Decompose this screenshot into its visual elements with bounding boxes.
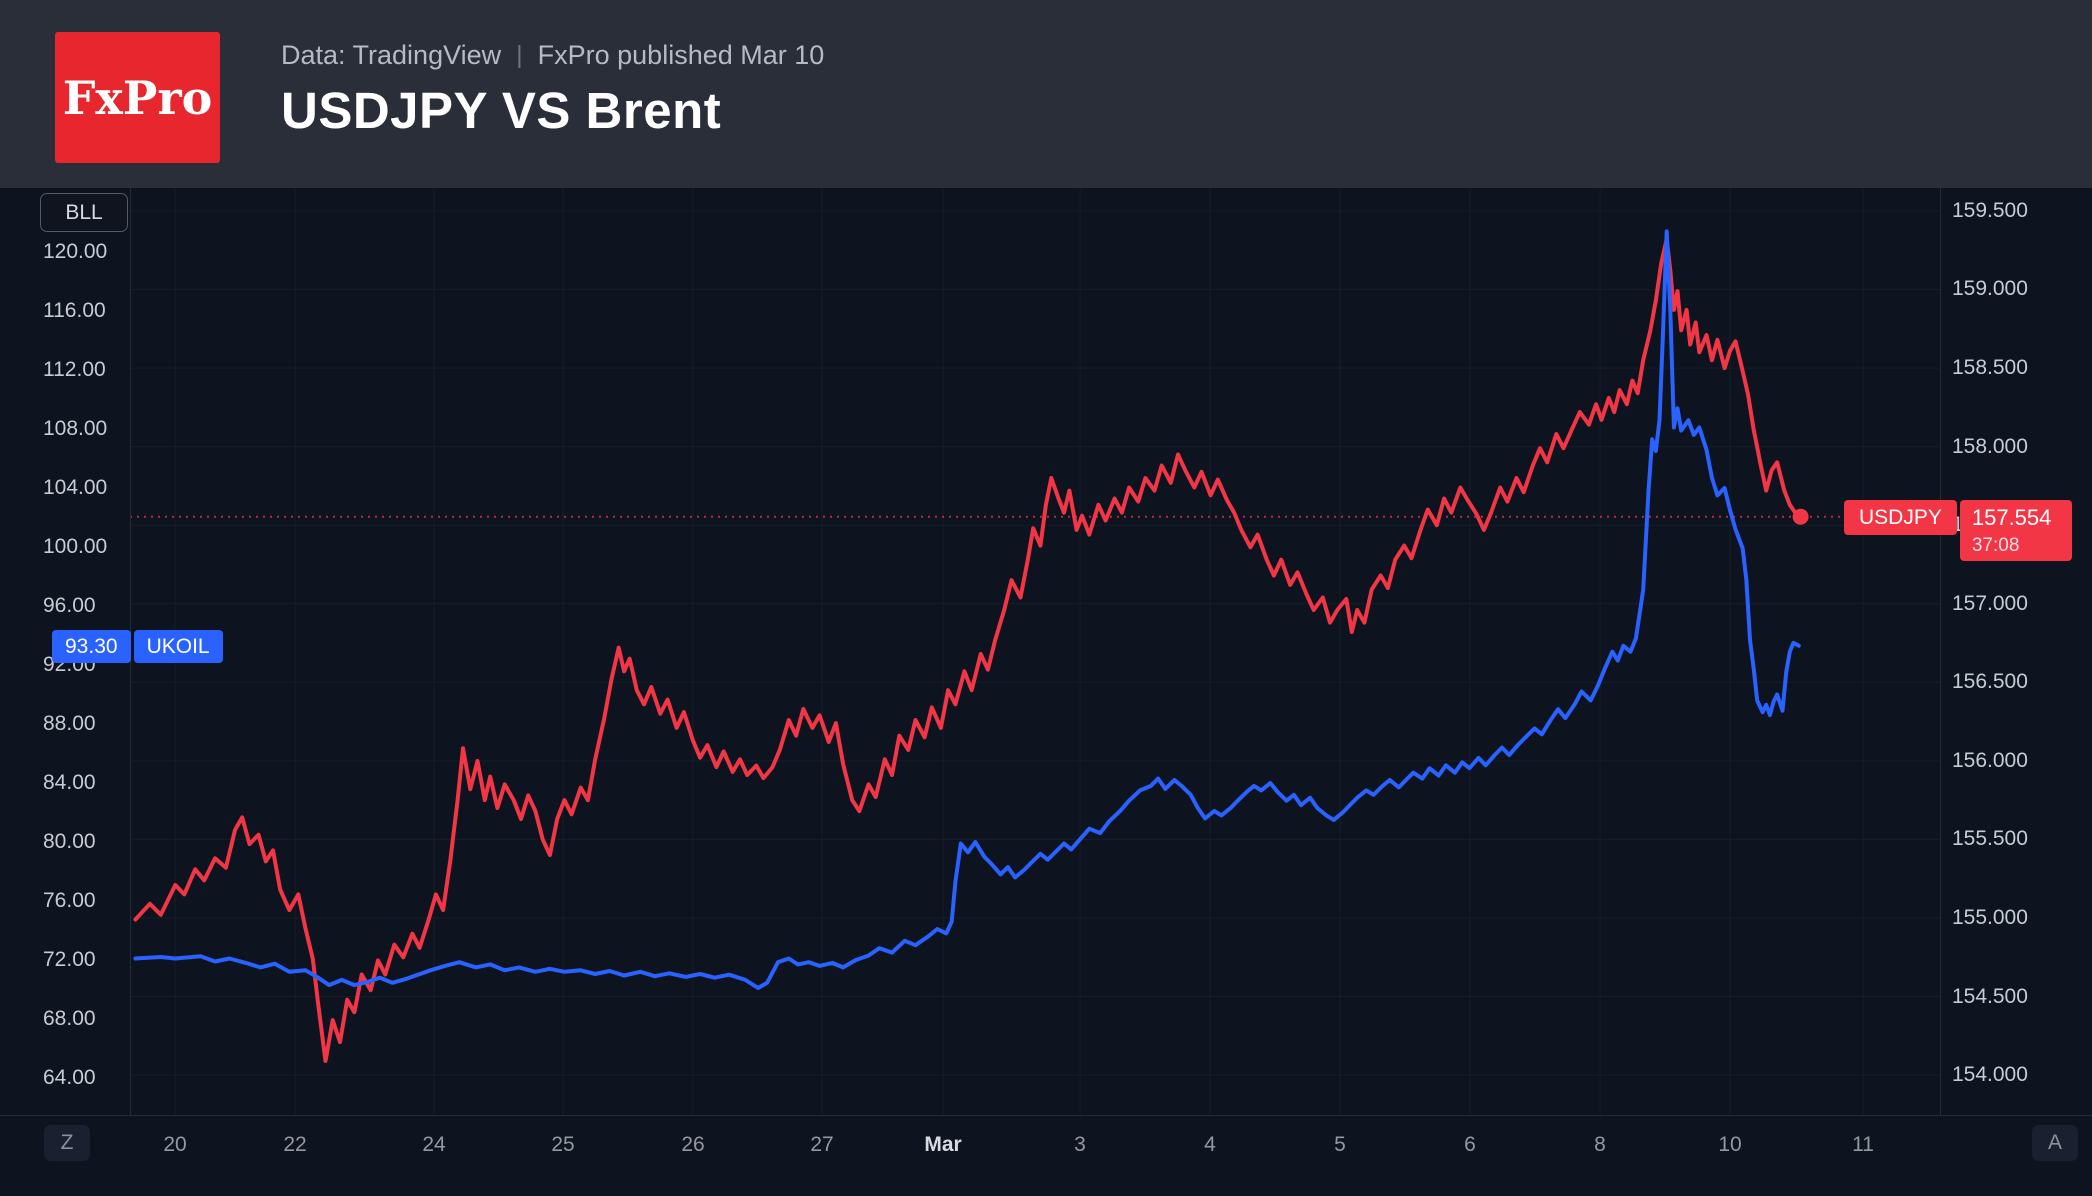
time-axis-tick: 5 bbox=[1334, 1133, 1346, 1156]
unit-button[interactable]: BLL bbox=[40, 193, 128, 232]
time-axis-border bbox=[0, 1115, 2092, 1116]
left-axis-tick: 76.00 bbox=[43, 889, 96, 912]
usdjpy-price-badge: USDJPY 157.554 37:08 bbox=[1844, 500, 2072, 561]
time-axis-tick: 11 bbox=[1852, 1133, 1874, 1156]
page-title: USDJPY VS Brent bbox=[281, 82, 722, 139]
right-axis-tick: 159.000 bbox=[1952, 277, 2028, 300]
usdjpy-price-stack: 157.554 37:08 bbox=[1959, 500, 2072, 561]
left-axis-tick: 108.00 bbox=[43, 417, 108, 440]
right-axis-tick: 154.000 bbox=[1952, 1063, 2028, 1086]
time-axis-tick: 27 bbox=[810, 1133, 834, 1156]
left-axis-tick: 96.00 bbox=[43, 594, 96, 617]
left-axis-tick: 120.00 bbox=[43, 240, 108, 263]
time-axis-tick: 20 bbox=[163, 1133, 187, 1156]
left-axis-tick: 72.00 bbox=[43, 948, 96, 971]
time-axis-tick: 25 bbox=[551, 1133, 575, 1156]
separator: | bbox=[516, 41, 523, 69]
left-axis-tick: 84.00 bbox=[43, 771, 96, 794]
fxpro-logo: FxPro bbox=[55, 32, 220, 163]
data-source-text: Data: TradingView bbox=[281, 40, 502, 70]
series-line-usdjpy[interactable] bbox=[133, 237, 1803, 1063]
time-axis-tick: 26 bbox=[681, 1133, 705, 1156]
right-axis-tick: 154.500 bbox=[1952, 985, 2028, 1008]
right-axis-border bbox=[1940, 188, 1941, 1115]
ukoil-price: 93.30 bbox=[52, 630, 131, 663]
left-axis-tick: 104.00 bbox=[43, 476, 108, 499]
auto-scale-button[interactable]: A bbox=[2032, 1125, 2078, 1161]
right-axis-tick: 155.000 bbox=[1952, 906, 2028, 929]
last-price-dot bbox=[1792, 508, 1809, 525]
left-axis-tick: 100.00 bbox=[43, 535, 108, 558]
time-axis-tick: 3 bbox=[1074, 1133, 1086, 1156]
ukoil-label: UKOIL bbox=[133, 630, 223, 663]
time-axis-tick: 4 bbox=[1204, 1133, 1216, 1156]
right-price-scale[interactable]: 159.500159.000158.500158.000157.500157.0… bbox=[1940, 188, 2092, 1115]
series-line-ukoil[interactable] bbox=[133, 229, 1801, 990]
left-axis-tick: 116.00 bbox=[43, 299, 106, 322]
time-axis-tick: 8 bbox=[1594, 1133, 1606, 1156]
source-line: Data: TradingView | FxPro published Mar … bbox=[281, 40, 824, 71]
right-axis-tick: 156.500 bbox=[1952, 670, 2028, 693]
header: FxPro Data: TradingView | FxPro publishe… bbox=[0, 0, 2092, 188]
time-axis-tick: 6 bbox=[1464, 1133, 1476, 1156]
right-axis-tick: 158.000 bbox=[1952, 435, 2028, 458]
published-text: FxPro published Mar 10 bbox=[537, 40, 825, 70]
left-axis-tick: 64.00 bbox=[43, 1066, 96, 1089]
time-axis-tick: 10 bbox=[1718, 1133, 1742, 1156]
time-axis-tick: Mar bbox=[924, 1133, 962, 1156]
header-text: Data: TradingView | FxPro published Mar … bbox=[281, 40, 824, 140]
usdjpy-label: USDJPY bbox=[1844, 500, 1957, 535]
left-axis-tick: 68.00 bbox=[43, 1007, 96, 1030]
right-axis-tick: 156.000 bbox=[1952, 749, 2028, 772]
left-axis-tick: 80.00 bbox=[43, 830, 96, 853]
timezone-button[interactable]: Z bbox=[44, 1125, 90, 1161]
left-axis-tick: 88.00 bbox=[43, 712, 96, 735]
left-price-scale[interactable]: 120.00 116.00 112.00 108.00 104.00 100.00 96.0… bbox=[0, 188, 130, 1115]
time-scale[interactable]: Z A 20 22 24 25 26 27 Mar 3 4 5 6 8 10 11 bbox=[0, 1115, 2092, 1196]
ukoil-price-badge: 93.30 UKOIL bbox=[52, 630, 223, 663]
time-axis-tick: 24 bbox=[422, 1133, 446, 1156]
left-axis-tick: 112.00 bbox=[43, 358, 106, 381]
time-axis-tick: 22 bbox=[283, 1133, 307, 1156]
right-axis-tick: 158.500 bbox=[1952, 356, 2028, 379]
fxpro-logo-text: FxPro bbox=[62, 70, 213, 125]
chart-area: 120.00 116.00 112.00 108.00 104.00 100.00 96.0… bbox=[0, 188, 2092, 1196]
usdjpy-countdown: 37:08 bbox=[1971, 535, 2020, 556]
plot[interactable] bbox=[130, 188, 1940, 1115]
right-axis-tick: 155.500 bbox=[1952, 827, 2028, 850]
right-axis-tick: 159.500 bbox=[1952, 199, 2028, 222]
right-axis-tick: 157.000 bbox=[1952, 592, 2028, 615]
usdjpy-price: 157.554 bbox=[1971, 505, 2052, 530]
